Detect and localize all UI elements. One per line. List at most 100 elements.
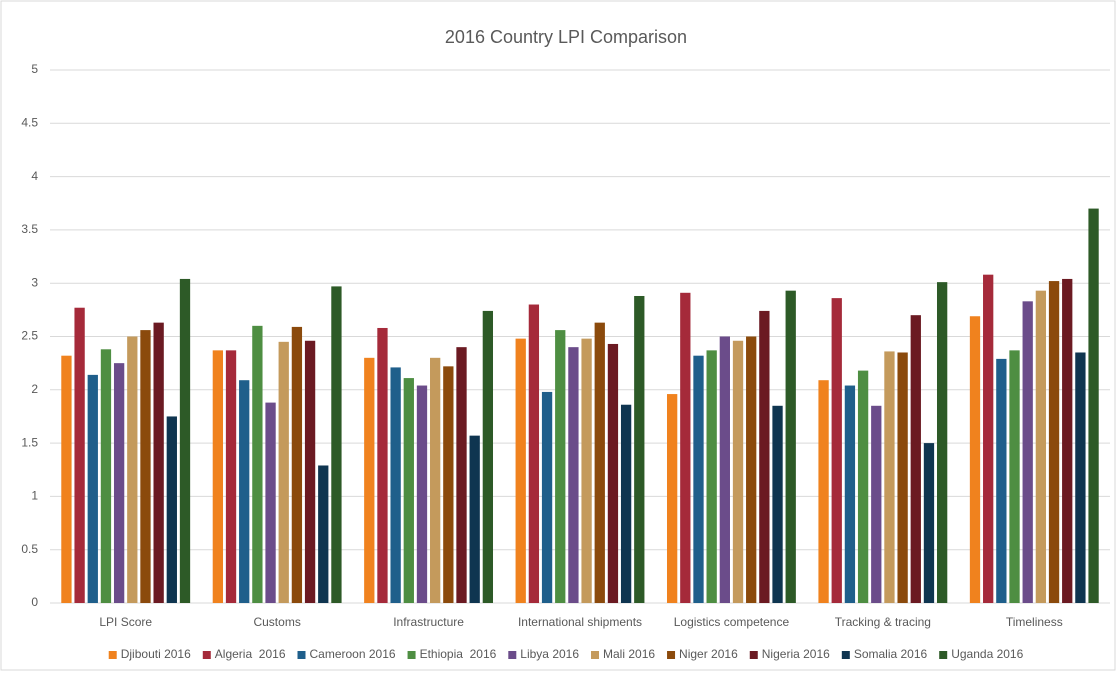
bar	[996, 358, 1007, 603]
legend-swatch	[591, 651, 600, 659]
bar	[239, 380, 250, 603]
bar	[541, 391, 553, 603]
bar	[555, 330, 566, 603]
y-tick-label: 1.5	[21, 435, 38, 449]
legend-label: Mali 2016	[603, 647, 655, 661]
bar	[140, 330, 151, 603]
bar	[857, 370, 869, 603]
bar	[785, 290, 796, 603]
bar	[969, 316, 981, 603]
bar	[666, 394, 678, 603]
x-tick-label: Customs	[253, 615, 300, 629]
legend-swatch	[939, 651, 948, 659]
y-tick-label: 3	[31, 275, 38, 289]
legend-label: Niger 2016	[679, 647, 738, 661]
legend-swatch	[202, 651, 211, 659]
bar	[225, 350, 237, 603]
bar	[581, 338, 592, 603]
y-tick-label: 4.5	[21, 115, 38, 129]
bar	[166, 416, 177, 603]
bar	[594, 322, 605, 603]
bar	[746, 336, 757, 603]
bar	[456, 347, 467, 603]
bar	[706, 350, 717, 603]
bar	[252, 325, 263, 603]
y-tick-label: 2.5	[21, 329, 38, 343]
bar	[1062, 278, 1073, 603]
bar	[620, 404, 632, 603]
bar	[871, 405, 882, 603]
y-tick-label: 1	[31, 489, 38, 503]
bar	[61, 355, 72, 603]
y-tick-label: 4	[31, 169, 38, 183]
bar	[844, 385, 856, 603]
legend-label: Somalia 2016	[854, 647, 928, 661]
legend-swatch	[749, 651, 758, 659]
x-tick-label: LPI Score	[99, 615, 152, 629]
bar	[430, 357, 441, 603]
y-tick-label: 2	[31, 382, 38, 396]
bar	[693, 355, 704, 603]
bar	[1022, 301, 1033, 603]
bar	[364, 357, 375, 603]
y-tick-label: 0.5	[21, 542, 38, 556]
bar	[936, 282, 948, 603]
bar	[87, 374, 98, 603]
legend-swatch	[667, 651, 676, 659]
x-tick-label: International shipments	[518, 615, 642, 629]
bar	[1075, 352, 1086, 603]
bar	[897, 352, 908, 603]
bar	[818, 380, 829, 603]
bar	[179, 278, 191, 603]
x-tick-label: Logistics competence	[674, 615, 790, 629]
legend-label: Uganda 2016	[951, 647, 1023, 661]
bar	[127, 336, 138, 603]
bar	[377, 327, 388, 603]
chart-title: 2016 Country LPI Comparison	[445, 27, 687, 47]
y-tick-label: 0	[31, 595, 38, 609]
bar	[1088, 208, 1099, 603]
bar	[772, 405, 783, 603]
x-tick-label: Infrastructure	[393, 615, 464, 629]
bar	[100, 349, 112, 603]
bar	[304, 340, 316, 603]
bar	[416, 385, 428, 603]
bar	[403, 378, 414, 603]
bar	[884, 351, 895, 603]
legend-label: Algeria 2016	[215, 647, 286, 661]
bar	[1048, 281, 1060, 603]
bar	[331, 286, 342, 603]
legend: Djibouti 2016 Algeria 2016 Cameroon 2016 Et…	[108, 647, 1024, 661]
legend-swatch	[841, 651, 850, 659]
legend-label: Djibouti 2016	[121, 647, 191, 661]
bar	[318, 465, 329, 603]
legend-swatch	[108, 651, 117, 659]
bar	[732, 340, 744, 603]
legend-swatch	[407, 651, 416, 659]
bar	[113, 363, 125, 603]
bar	[983, 274, 994, 603]
bar	[482, 310, 494, 603]
y-tick-label: 3.5	[21, 222, 38, 236]
bar	[923, 443, 935, 603]
bar	[443, 366, 454, 603]
x-tick-label: Tracking & tracing	[835, 615, 931, 629]
bar	[1035, 290, 1047, 603]
bar	[831, 298, 842, 603]
bar	[1009, 350, 1020, 603]
legend-swatch	[508, 651, 517, 659]
legend-label: Cameroon 2016	[310, 647, 396, 661]
legend-label: Nigeria 2016	[762, 647, 830, 661]
bar	[515, 338, 526, 603]
bar	[74, 307, 85, 603]
bar	[265, 402, 276, 603]
bar	[390, 367, 401, 603]
bar	[607, 343, 619, 603]
legend-label: Libya 2016	[520, 647, 579, 661]
legend-swatch	[297, 651, 306, 659]
bar	[680, 292, 691, 603]
bar	[212, 350, 224, 603]
bar	[759, 310, 770, 603]
legend-label: Ethiopia 2016	[420, 647, 497, 661]
